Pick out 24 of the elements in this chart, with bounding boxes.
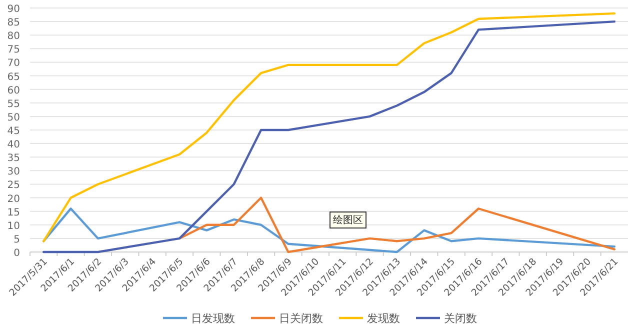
y-tick-label: 85 xyxy=(7,18,20,29)
y-tick-label: 45 xyxy=(7,126,20,137)
y-tick-label: 90 xyxy=(7,4,20,15)
legend-label: 发现数 xyxy=(367,312,400,325)
y-tick-label: 50 xyxy=(7,112,20,124)
y-tick-label: 40 xyxy=(7,140,20,151)
legend-label: 日关闭数 xyxy=(279,312,323,325)
y-tick-label: 35 xyxy=(7,153,20,164)
legend-label: 关闭数 xyxy=(444,312,477,325)
y-tick-label: 5 xyxy=(14,234,20,246)
y-tick-label: 30 xyxy=(7,166,20,178)
y-tick-label: 25 xyxy=(7,180,20,192)
y-tick-label: 10 xyxy=(7,220,20,232)
y-tick-label: 60 xyxy=(7,85,20,96)
y-tick-label: 0 xyxy=(14,248,20,259)
y-tick-label: 65 xyxy=(7,72,20,83)
y-tick-label: 80 xyxy=(7,31,20,42)
y-tick-label: 55 xyxy=(7,98,20,110)
y-tick-label: 20 xyxy=(7,194,20,205)
legend-label: 日发现数 xyxy=(191,312,235,325)
annotation: 绘图区 xyxy=(333,214,363,226)
y-tick-label: 15 xyxy=(7,207,20,218)
y-tick-label: 70 xyxy=(7,58,20,70)
y-tick-label: 75 xyxy=(7,44,20,56)
